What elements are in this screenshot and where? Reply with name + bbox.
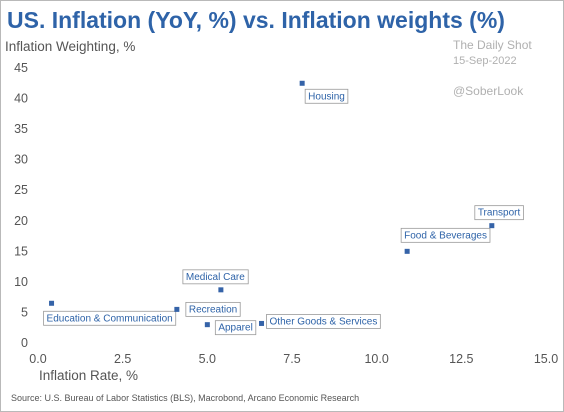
data-label: Transport [478,208,521,219]
data-point [218,287,224,293]
y-tick-label: 30 [14,153,28,167]
y-tick-label: 20 [14,214,28,228]
data-point [174,306,180,312]
x-tick-label: 7.5 [283,352,300,366]
y-axis-label: Inflation Weighting, % [5,39,136,54]
data-label: Education & Communication [47,313,173,324]
x-tick-label: 5.0 [199,352,216,366]
data-point [204,322,210,328]
x-axis-label: Inflation Rate, % [39,368,139,383]
x-tick-label: 12.5 [449,352,473,366]
data-label-box [266,314,381,329]
data-label-box [400,227,491,243]
watermark-date: 15-Sep-2022 [453,55,517,67]
data-label-box [474,205,524,221]
y-tick-label: 15 [14,244,28,258]
x-tick-label: 0.0 [29,352,46,366]
data-label: Other Goods & Services [270,316,378,327]
y-tick-label: 10 [14,275,28,289]
data-label: Medical Care [186,272,245,283]
y-tick-label: 40 [14,92,28,106]
y-tick-label: 5 [21,305,28,319]
y-tick-label: 35 [14,122,28,136]
data-label-box [304,88,349,104]
watermark-handle: @SoberLook [453,84,524,98]
chart-title: US. Inflation (YoY, %) vs. Inflation wei… [7,7,505,33]
y-tick-label: 25 [14,183,28,197]
y-tick-label: 0 [21,336,28,350]
data-label-box [43,310,177,326]
x-tick-label: 2.5 [114,352,131,366]
data-label-box [182,269,249,285]
y-tick-label: 45 [14,61,28,75]
data-point [404,248,410,254]
data-label-box [214,320,257,336]
data-label: Food & Beverages [404,230,487,241]
x-tick-label: 15.0 [534,352,558,366]
data-label: Housing [308,91,345,102]
data-label: Recreation [189,304,237,315]
source-note: Source: U.S. Bureau of Labor Statistics … [11,393,360,403]
data-point [489,223,495,229]
data-label: Apparel [218,323,252,334]
data-point [299,80,305,86]
watermark-source: The Daily Shot [453,38,532,52]
data-label-box [185,301,241,317]
data-point [49,300,55,306]
data-point [259,320,265,326]
x-tick-label: 10.0 [364,352,388,366]
